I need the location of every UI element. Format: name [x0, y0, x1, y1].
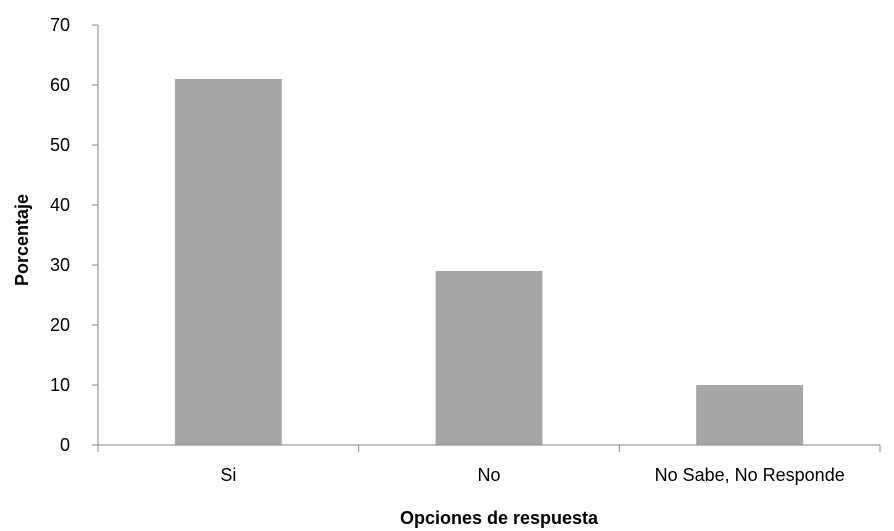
y-tick-label: 40	[50, 195, 70, 215]
y-axis-tick-labels: 0 10 20 30 40 50 60 70	[50, 15, 70, 455]
x-axis-tick-labels: Si No No Sabe, No Responde	[220, 465, 844, 485]
bars	[174, 79, 804, 445]
x-axis-ticks	[97, 445, 881, 452]
y-axis-title: Porcentaje	[12, 194, 32, 286]
y-axis-ticks	[92, 24, 98, 446]
bar-no	[435, 271, 543, 445]
y-tick-label: 50	[50, 135, 70, 155]
y-tick-label: 30	[50, 255, 70, 275]
bar-si	[174, 79, 282, 445]
bar-no-sabe-no-responde	[696, 385, 804, 445]
y-tick-label: 70	[50, 15, 70, 35]
x-axis-title: Opciones de respuesta	[400, 508, 599, 528]
x-tick-label: Si	[220, 465, 236, 485]
y-tick-label: 10	[50, 375, 70, 395]
x-tick-label: No Sabe, No Responde	[655, 465, 845, 485]
y-tick-label: 20	[50, 315, 70, 335]
y-tick-label: 60	[50, 75, 70, 95]
y-tick-label: 0	[60, 435, 70, 455]
x-tick-label: No	[477, 465, 500, 485]
